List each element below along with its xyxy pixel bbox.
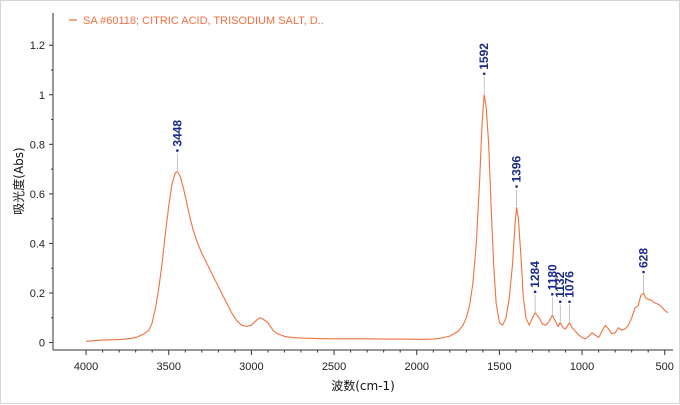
x-tick-label: 2000 [404,361,428,373]
x-tick-label: 1000 [570,361,594,373]
peak-label: 1592 [477,43,491,70]
y-axis-title: 吸光度(Abs) [11,147,26,214]
x-tick-label: 3500 [156,361,180,373]
peak-label: 1284 [528,261,542,288]
y-tick-label: 0 [39,338,45,350]
peak-marker [642,270,645,274]
x-tick-label: 2500 [322,361,346,373]
peak-marker [176,149,179,152]
legend: SA #60118; CITRIC ACID, TRISODIUM SALT, … [69,15,324,27]
series-group [86,94,669,342]
peak-marker [533,290,537,294]
y-ticks: 0 0.2 0.4 0.6 0.8 1 1.2 [30,40,53,350]
x-axis-title: 波数(cm-1) [331,378,395,393]
peak-marker [568,300,571,304]
peak-label: 1396 [510,155,524,182]
peak-marker [551,293,554,296]
x-tick-label: 3000 [239,361,263,373]
x-tick-label: 4000 [74,361,98,373]
peak-marker [558,300,562,304]
y-tick-label: 1.2 [30,40,45,52]
x-tick-label: 1500 [487,361,511,373]
peak-label: 1076 [563,271,577,298]
peak-marker [482,72,486,76]
peak-label: 1132 [553,271,567,297]
series-line [86,94,669,342]
y-tick-label: 0.8 [30,139,45,151]
x-tick-label: 500 [656,361,674,373]
y-tick-label: 0.4 [30,238,45,250]
y-tick-label: 0.2 [30,288,45,300]
peak-marker [515,185,518,188]
legend-entry: SA #60118; CITRIC ACID, TRISODIUM SALT, … [83,15,324,27]
y-tick-label: 0.6 [30,189,45,201]
peak-label: 628 [637,248,651,268]
axes [52,13,673,351]
x-ticks: 4000 3500 3000 2500 2000 1500 1000 500 [74,350,674,373]
peak-label: 3448 [170,120,184,147]
peak-label: 1180 [545,264,559,290]
y-tick-label: 1 [39,90,45,102]
